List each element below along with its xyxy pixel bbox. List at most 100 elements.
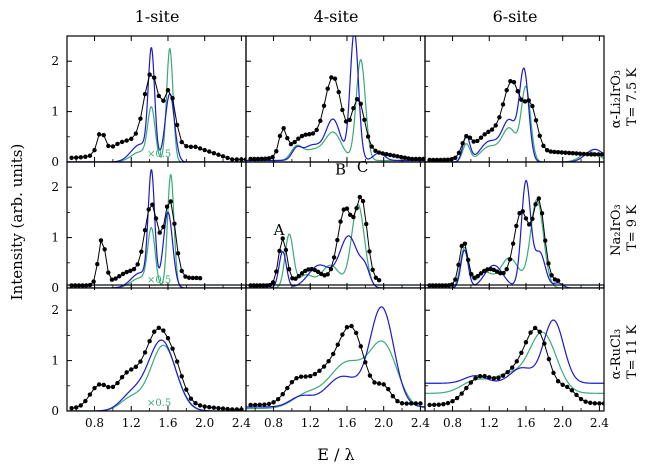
data-point	[168, 199, 173, 204]
data-point	[515, 89, 520, 94]
data-point	[542, 341, 547, 346]
data-point	[478, 135, 484, 140]
data-point	[299, 271, 305, 276]
data-point	[175, 251, 181, 256]
data-point	[522, 99, 528, 104]
data-point	[292, 139, 297, 145]
data-point	[413, 401, 419, 406]
data-point	[431, 402, 437, 408]
green-model-line	[246, 203, 425, 288]
data-point	[124, 370, 129, 375]
data-point	[281, 126, 286, 131]
data-point	[578, 396, 584, 402]
data-point	[441, 401, 446, 407]
data-point	[87, 392, 93, 397]
data-point	[347, 117, 352, 123]
data-point	[271, 400, 276, 405]
data-point	[193, 400, 198, 406]
row-label-na2iro3-line2: T= 9 K	[625, 205, 640, 251]
panel-r1-c2	[245, 35, 426, 163]
data-point	[482, 132, 487, 137]
x-tick-label: 1.2	[301, 416, 320, 430]
data-point	[581, 151, 587, 157]
panel-r3-c3: 0.8 1.2 1.6 2.0 2.4	[424, 284, 609, 430]
peak-label-B: B	[335, 161, 346, 179]
data-point	[73, 405, 79, 410]
data-point	[69, 155, 74, 160]
scale-note: ×0.5	[147, 398, 171, 409]
data-point	[78, 155, 83, 160]
data-point	[460, 141, 465, 146]
data-point	[475, 138, 480, 144]
data-point	[523, 216, 529, 221]
data-point	[365, 134, 371, 139]
row-label-na2iro3-line1: Na₂IrO₃	[609, 204, 624, 256]
y-tick-label: 2	[51, 303, 59, 317]
data-point	[459, 243, 464, 249]
data-point	[129, 367, 134, 372]
data-point	[321, 364, 327, 369]
data-point	[83, 154, 88, 159]
data-point	[454, 395, 460, 401]
data-point	[314, 127, 319, 133]
data-point	[142, 228, 148, 233]
panel-frame	[66, 284, 247, 412]
data-point	[442, 157, 447, 162]
data-point	[101, 382, 106, 388]
peak-label-A: A	[273, 221, 285, 239]
green-model-line	[246, 58, 425, 162]
data-point	[353, 330, 359, 336]
data-point	[530, 216, 535, 221]
data-point	[354, 96, 360, 102]
data-point	[465, 257, 471, 263]
data-point	[351, 106, 356, 111]
peak-label-C: C	[357, 158, 368, 176]
data-point	[211, 405, 217, 410]
data-point	[146, 207, 151, 212]
data-point	[156, 325, 161, 330]
data-point	[275, 396, 281, 402]
data-point	[402, 155, 408, 160]
data-point	[491, 376, 497, 381]
data-point	[96, 382, 102, 387]
data-point	[592, 152, 598, 157]
data-point	[318, 118, 323, 124]
data-point	[386, 387, 391, 392]
row-label-li2iro3-line1: α-Li₂IrO₃	[609, 70, 624, 128]
data-point	[493, 123, 498, 128]
data-point	[308, 373, 313, 379]
data-point	[270, 154, 275, 160]
data-point	[172, 221, 177, 226]
data-point	[296, 136, 301, 141]
data-point	[467, 135, 473, 140]
data-point	[497, 115, 502, 120]
data-point	[283, 247, 289, 253]
data-point	[583, 399, 588, 404]
panel-r1-c1: 0 1 2 ×0.5	[51, 35, 247, 169]
row-labels: α-Li₂IrO₃ T= 7.5 K Na₂IrO₃ T= 9 K α-RuCl…	[609, 68, 640, 380]
data-point	[367, 373, 373, 378]
data-point	[207, 404, 212, 410]
panel-r2-c1: 0 1 2 ×0.5	[51, 161, 247, 295]
panel-r3-c1: 0.8 1.2 1.6 2.0 2.4 0 1 2 ×0.5	[51, 284, 251, 430]
data-point	[520, 209, 525, 214]
data-point	[381, 382, 386, 387]
data-point	[280, 236, 285, 241]
data-point	[537, 329, 542, 334]
data-point	[347, 212, 353, 218]
data-point	[69, 406, 74, 411]
data-point	[170, 96, 175, 101]
data-point	[349, 323, 354, 329]
data-point	[115, 141, 120, 147]
data-point	[508, 78, 513, 84]
data-point	[133, 131, 139, 136]
data-point	[391, 153, 396, 158]
data-point	[248, 156, 253, 162]
data-point	[570, 151, 575, 156]
data-point	[450, 399, 455, 404]
data-point	[551, 370, 556, 376]
data-point	[156, 93, 161, 99]
data-point	[280, 392, 285, 397]
panel-frame	[424, 161, 605, 289]
y-tick-label: 0	[51, 281, 59, 295]
